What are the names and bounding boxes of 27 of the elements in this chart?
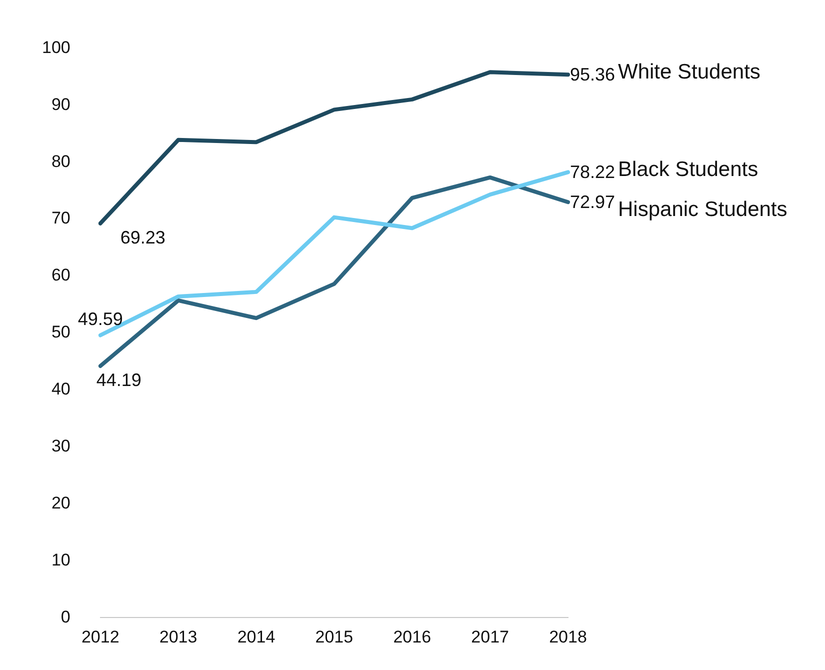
x-tick-label: 2013	[159, 627, 198, 646]
data-label: 78.22	[570, 162, 616, 182]
y-tick-label: 60	[51, 266, 70, 285]
x-tick-label: 2014	[237, 627, 276, 646]
text: White Students	[618, 60, 760, 84]
y-tick-label: 40	[51, 380, 70, 399]
text: Black Students	[618, 158, 758, 182]
y-tick-label: 90	[51, 94, 70, 114]
data-label: 44.19	[96, 370, 142, 390]
y-tick-label: 30	[51, 436, 70, 456]
data-label: 72.97	[570, 192, 616, 212]
x-tick-label: 2012	[81, 627, 120, 646]
data-label: 95.36	[570, 64, 616, 85]
x-tick-label: 2016	[393, 627, 432, 646]
y-tick-label: 20	[51, 493, 70, 512]
data-label: 49.59	[78, 309, 123, 330]
y-tick-label: 50	[51, 322, 70, 342]
y-tick-label: 100	[42, 38, 70, 57]
data-label: 69.23	[120, 227, 166, 248]
y-tick-label: 80	[51, 152, 70, 171]
y-tick-label: 0	[60, 607, 70, 626]
x-tick-label: 2017	[471, 627, 509, 646]
x-tick-label: 2018	[549, 627, 587, 646]
x-tick-label: 2015	[315, 627, 354, 646]
text: Hispanic Students	[618, 198, 788, 222]
y-tick-label: 70	[51, 208, 70, 228]
y-tick-label: 10	[51, 550, 70, 570]
